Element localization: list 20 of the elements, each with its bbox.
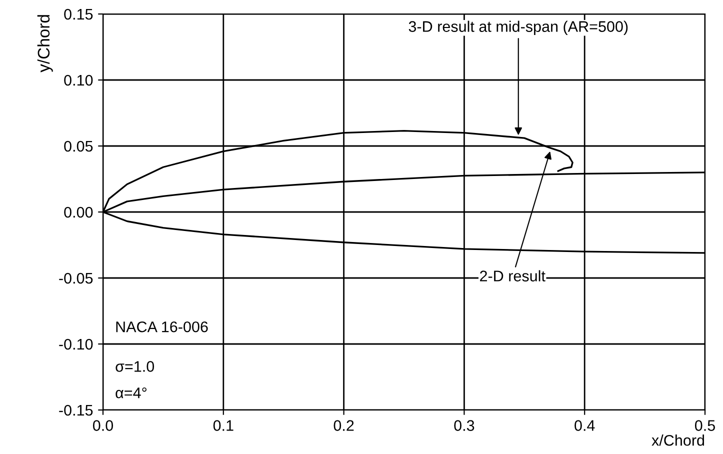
x-tick-label: 0.3 <box>454 420 474 431</box>
y-tick-label: 0.10 <box>64 74 93 86</box>
y-tick-label: 0.05 <box>64 140 93 152</box>
x-tick-label: 0.2 <box>334 420 354 431</box>
y-tick-label: -0.05 <box>59 272 93 284</box>
annotation: σ=1.0 <box>116 361 154 372</box>
y-axis-title: y/Chord <box>37 15 53 72</box>
y-tick-label: -0.15 <box>59 404 93 416</box>
annotation: α=4° <box>116 387 146 398</box>
annotation: 3-D result at mid-span (AR=500) <box>408 20 628 35</box>
x-tick-label: 0.0 <box>92 420 114 431</box>
x-tick-label: 0.1 <box>213 420 234 431</box>
x-tick-label: 0.5 <box>694 420 715 431</box>
annotation: 2-D result <box>480 270 546 282</box>
y-tick-label: 0.15 <box>64 8 93 20</box>
annotation: NACA 16-006 <box>116 321 208 332</box>
y-tick-label: -0.10 <box>59 338 93 350</box>
y-tick-label: 0.00 <box>64 206 93 218</box>
x-axis-title: x/Chord <box>652 434 704 446</box>
x-tick-label: 0.4 <box>574 420 595 431</box>
